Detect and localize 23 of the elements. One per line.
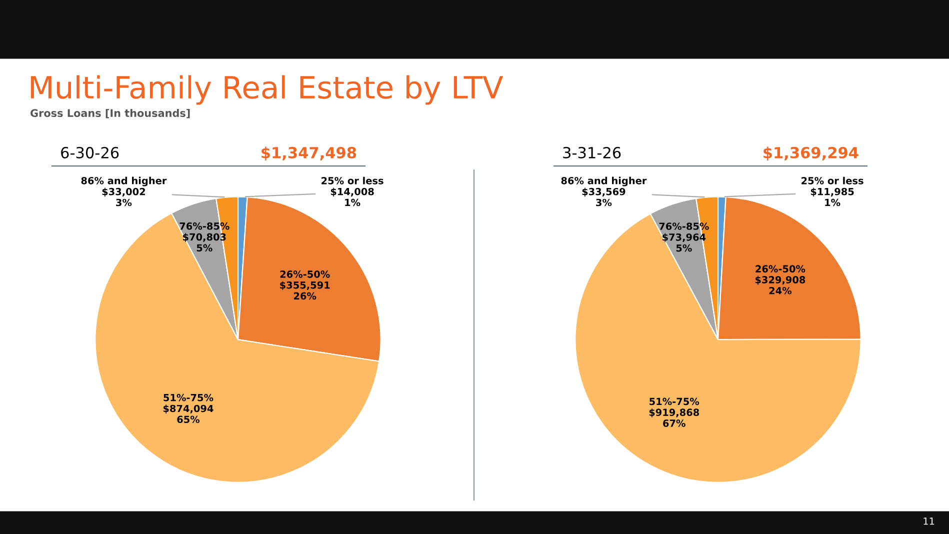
text: Gross Loans [In thousands] [30,108,190,118]
chart-subtitle: $1,369,294 [764,146,858,160]
slice-label: 26%-50% [756,265,806,273]
data-label: $355,591 26% [280,281,330,300]
text: 11 [924,518,934,525]
data-label: $11,985 1% [810,188,854,206]
slice-label: 25% or less [802,176,864,184]
data-label: $33,002 3% [102,188,146,206]
slice-label: 51%-75% [164,394,214,402]
data-label: $329,908 24% [755,276,806,294]
slice-label: 86% and higher [81,176,167,186]
chart-subtitle: $1,347,498 [262,146,356,160]
slice-label: 51%-75% [650,398,700,406]
chart-title: 6-30-26 [61,146,119,158]
chart-title: 3-31-26 [563,146,621,158]
slice-label: 86% and higher [561,176,647,186]
slice-label: 25% or less [322,176,384,184]
data-label: $919,868 67% [649,408,700,427]
data-label: $874,094 65% [163,404,214,424]
slice-label: 26%-50% [280,270,330,278]
data-label: $14,008 1% [330,188,374,206]
text: Multi-Family Real Estate by LTV [31,75,504,105]
data-label: $33,569 3% [582,188,626,206]
